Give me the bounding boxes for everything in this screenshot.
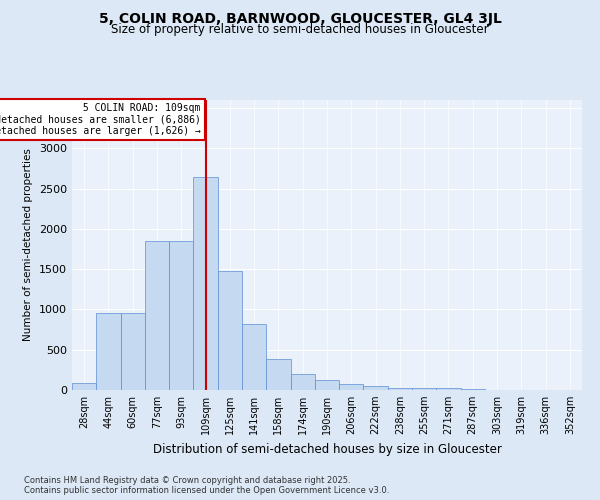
- Text: 5 COLIN ROAD: 109sqm
← 80% of semi-detached houses are smaller (6,886)
 19% of s: 5 COLIN ROAD: 109sqm ← 80% of semi-detac…: [0, 103, 201, 136]
- Bar: [290, 374, 315, 390]
- Text: Size of property relative to semi-detached houses in Gloucester: Size of property relative to semi-detach…: [111, 22, 489, 36]
- Bar: [242, 324, 266, 390]
- Bar: [145, 241, 169, 390]
- Bar: [169, 241, 193, 390]
- Bar: [461, 389, 485, 390]
- Text: Contains HM Land Registry data © Crown copyright and database right 2025.
Contai: Contains HM Land Registry data © Crown c…: [24, 476, 389, 495]
- Text: 5, COLIN ROAD, BARNWOOD, GLOUCESTER, GL4 3JL: 5, COLIN ROAD, BARNWOOD, GLOUCESTER, GL4…: [98, 12, 502, 26]
- Bar: [218, 271, 242, 390]
- Bar: [96, 314, 121, 390]
- Bar: [315, 380, 339, 390]
- Text: Distribution of semi-detached houses by size in Gloucester: Distribution of semi-detached houses by …: [152, 442, 502, 456]
- Bar: [266, 360, 290, 390]
- Bar: [193, 176, 218, 390]
- Bar: [436, 388, 461, 390]
- Bar: [364, 386, 388, 390]
- Bar: [412, 388, 436, 390]
- Bar: [72, 383, 96, 390]
- Bar: [121, 314, 145, 390]
- Y-axis label: Number of semi-detached properties: Number of semi-detached properties: [23, 148, 34, 342]
- Bar: [339, 384, 364, 390]
- Bar: [388, 388, 412, 390]
